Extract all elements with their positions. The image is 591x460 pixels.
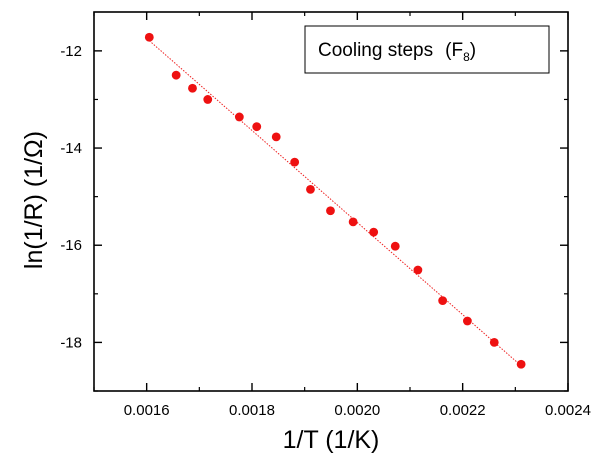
data-point [390, 241, 400, 251]
y-tick-label: -18 [60, 334, 82, 351]
y-tick-label: -12 [60, 43, 82, 60]
data-point [413, 265, 423, 275]
data-point [203, 95, 213, 104]
x-tick-label: 0.0022 [440, 402, 486, 419]
data-point [252, 122, 262, 132]
data-point [144, 32, 154, 42]
legend-label: Cooling steps (F8) [318, 40, 476, 64]
data-point [438, 296, 448, 306]
y-axis-title: ln(1/R) (1/Ω) [20, 131, 48, 269]
axis-ticks: 0.0016 0.0018 0.0020 0.0022 0.0024 -12 -14 -16 -… [60, 12, 591, 419]
data-point [326, 206, 335, 216]
data-point [463, 316, 472, 326]
x-axis-title: 1/T (1/K) [283, 426, 380, 454]
legend-text: Cooling steps [318, 40, 433, 61]
x-tick-label: 0.0016 [124, 402, 170, 419]
legend-close-paren: ) [470, 40, 476, 61]
data-point [306, 184, 315, 194]
legend-box [304, 25, 550, 74]
y-tick-label: -14 [60, 140, 82, 157]
data-point [188, 83, 197, 93]
data-point [516, 359, 526, 369]
data-point [369, 227, 379, 237]
data-point [234, 112, 244, 122]
fit-line-layer [148, 40, 522, 367]
data-point [489, 338, 499, 347]
plot-frame [93, 11, 569, 392]
legend-open-paren: (F [445, 40, 463, 61]
x-tick-label: 0.0018 [229, 402, 275, 419]
y-tick-label: -16 [60, 237, 82, 254]
data-points-layer [144, 32, 526, 369]
legend-subscript: 8 [463, 50, 470, 64]
data-point [348, 217, 358, 227]
fit-line [148, 40, 522, 367]
x-tick-label: 0.0024 [545, 402, 591, 419]
x-tick-label: 0.0020 [334, 402, 380, 419]
data-point [290, 157, 300, 167]
legend: Cooling steps (F8) [304, 25, 550, 74]
data-point [271, 132, 281, 142]
data-point [171, 70, 181, 80]
